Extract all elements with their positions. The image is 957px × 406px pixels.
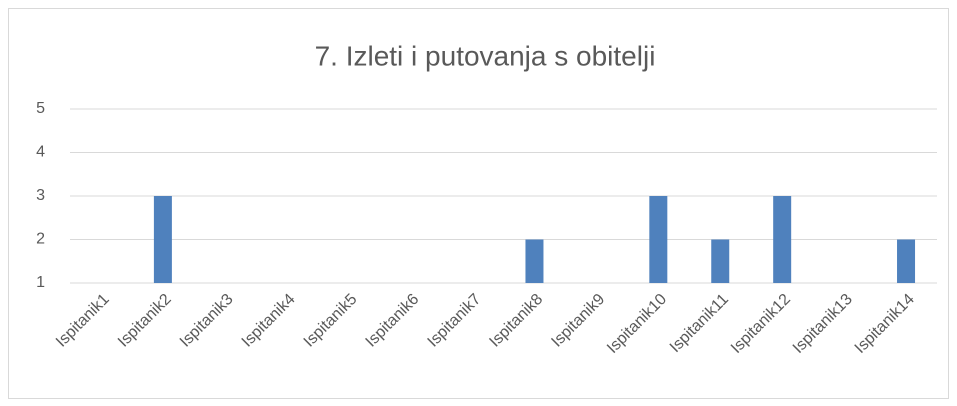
y-tick-label: 5	[36, 100, 45, 117]
y-tick-label: 2	[36, 231, 45, 248]
bar	[897, 239, 916, 283]
bar	[773, 196, 792, 283]
y-tick-label: 1	[36, 274, 45, 291]
bar	[649, 196, 668, 283]
y-tick-label: 3	[36, 187, 45, 204]
bar	[153, 196, 172, 283]
bar	[711, 239, 730, 283]
y-tick-label: 4	[36, 144, 45, 161]
chart-title: 7. Izleti i putovanja s obitelji	[315, 40, 656, 71]
bar	[525, 239, 544, 283]
